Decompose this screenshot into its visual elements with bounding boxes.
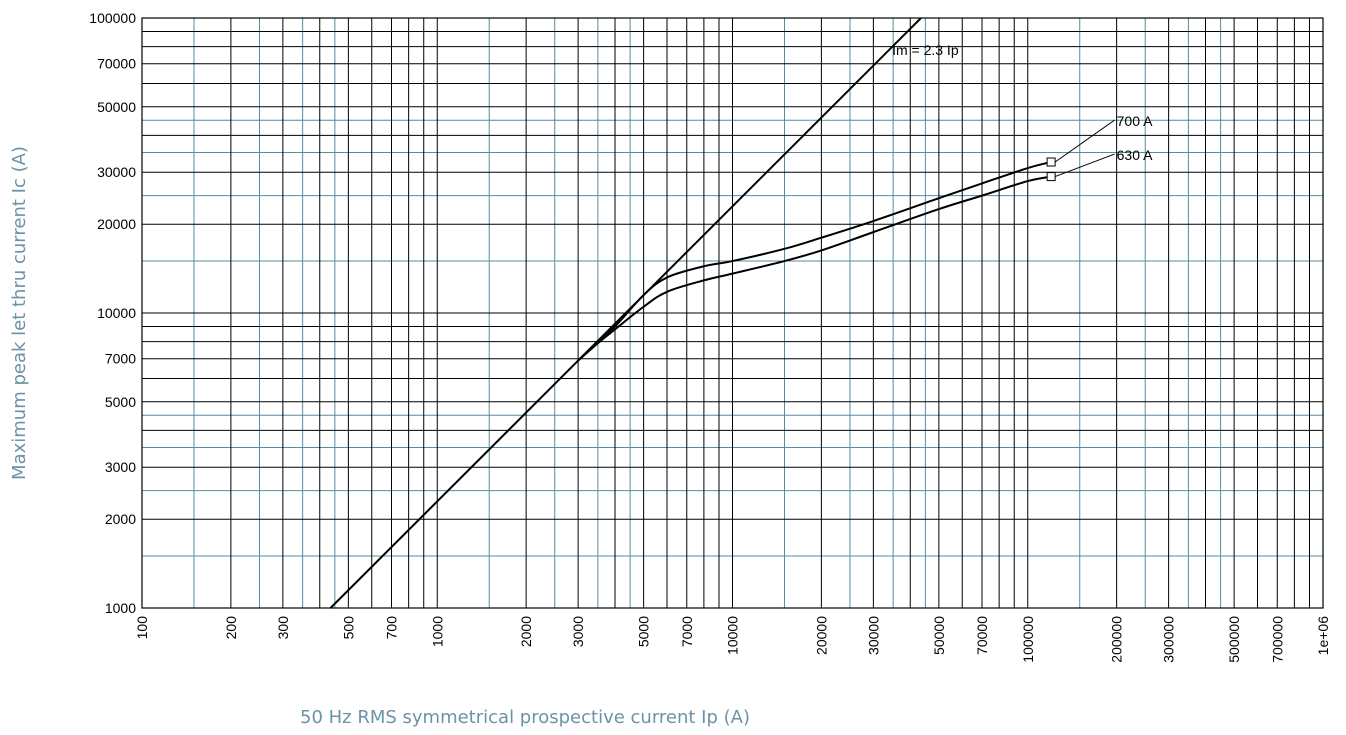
y-tick-label: 20000 bbox=[97, 216, 136, 232]
x-tick-label: 100000 bbox=[1020, 616, 1036, 663]
x-tick-labels: 100 200 300 500 700 1000 2000 3000 5000 7000 10000… bbox=[134, 616, 1331, 663]
y-tick-label: 1000 bbox=[105, 600, 136, 616]
y-tick-label: 2000 bbox=[105, 511, 136, 527]
x-tick-label: 30000 bbox=[865, 616, 881, 655]
y-tick-label: 3000 bbox=[105, 459, 136, 475]
x-tick-label: 200 bbox=[223, 616, 239, 640]
x-tick-label: 700 bbox=[384, 616, 400, 640]
series-line-700-a bbox=[577, 161, 1052, 362]
leader-lines bbox=[1054, 119, 1115, 178]
x-tick-label: 50000 bbox=[931, 616, 947, 655]
annotations: Im = 2.3 Ip 700 A 630 A bbox=[892, 42, 1153, 163]
x-tick-label: 500 bbox=[340, 616, 356, 640]
x-tick-label: 20000 bbox=[813, 616, 829, 655]
plot-frame bbox=[141, 17, 1324, 609]
x-tick-label: 500000 bbox=[1226, 616, 1242, 663]
x-tick-label: 3000 bbox=[570, 616, 586, 647]
leader-line bbox=[1054, 153, 1115, 178]
end-marker bbox=[1046, 172, 1056, 182]
x-tick-label: 300000 bbox=[1161, 616, 1177, 663]
y-tick-label: 7000 bbox=[105, 351, 136, 367]
x-tick-label: 5000 bbox=[636, 616, 652, 647]
x-tick-label: 300 bbox=[275, 616, 291, 640]
x-tick-label: 10000 bbox=[725, 616, 741, 655]
x-tick-label: 200000 bbox=[1109, 616, 1125, 663]
annotation-label: Im = 2.3 Ip bbox=[892, 42, 959, 58]
y-tick-label: 100000 bbox=[89, 10, 136, 26]
series-line-im-2-3-ip bbox=[329, 17, 922, 609]
y-tick-label: 70000 bbox=[97, 56, 136, 72]
x-tick-label: 7000 bbox=[679, 616, 695, 647]
leader-line bbox=[1054, 119, 1115, 163]
x-tick-label: 70000 bbox=[974, 616, 990, 655]
x-tick-label: 2000 bbox=[518, 616, 534, 647]
x-axis-title: 50 Hz RMS symmetrical prospective curren… bbox=[300, 707, 750, 728]
y-tick-label: 50000 bbox=[97, 99, 136, 115]
y-tick-label: 5000 bbox=[105, 394, 136, 410]
y-tick-labels: 100000 70000 50000 30000 20000 10000 7000 5000 3… bbox=[89, 10, 136, 616]
annotation-label: 700 A bbox=[1117, 113, 1153, 129]
major-grid bbox=[141, 18, 1323, 609]
markers bbox=[1046, 157, 1056, 182]
end-marker bbox=[1046, 157, 1056, 167]
x-tick-label: 100 bbox=[134, 616, 150, 640]
x-tick-label: 1000 bbox=[429, 616, 445, 647]
curves bbox=[329, 17, 1052, 609]
y-axis-title: Maximum peak let thru current Ic (A) bbox=[9, 146, 30, 480]
x-tick-label: 700000 bbox=[1269, 616, 1285, 663]
y-tick-label: 10000 bbox=[97, 305, 136, 321]
y-tick-label: 30000 bbox=[97, 164, 136, 180]
x-tick-label: 1e+06 bbox=[1315, 616, 1331, 656]
series-line-630-a bbox=[577, 175, 1052, 362]
annotation-label: 630 A bbox=[1117, 147, 1153, 163]
